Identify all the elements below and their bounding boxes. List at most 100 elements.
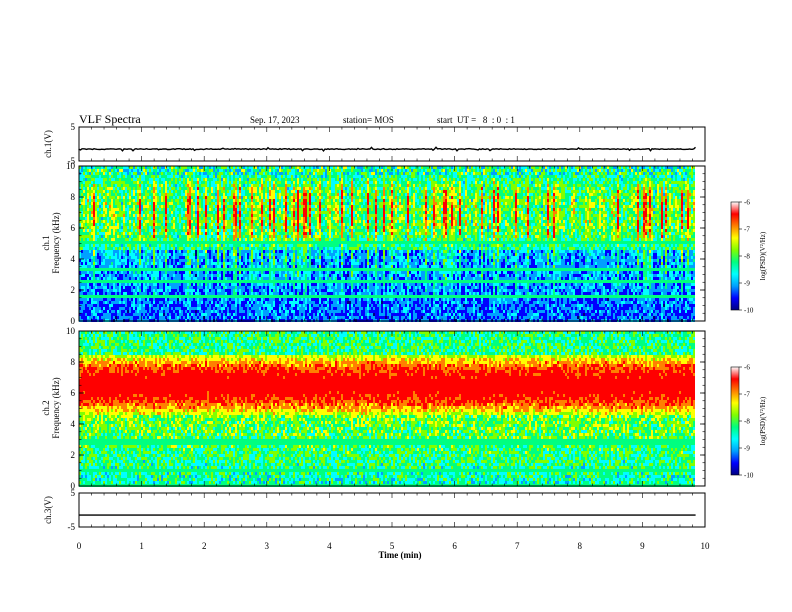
spectrogram-cell [207,259,209,262]
spectrogram-cell [85,253,87,256]
spectrogram-cell [99,193,101,196]
spectrogram-cell [251,217,253,220]
ch1-waveform-ylabel: ch.1(V) [43,130,53,158]
spectrogram-cell [225,238,227,241]
spectrogram-cell [173,178,175,181]
spectrogram-cell [133,313,135,316]
spectrogram-cell [177,250,179,253]
spectrogram-cell [119,229,121,232]
spectrogram-cell [109,220,111,223]
spectrogram-cell [161,208,163,211]
spectrogram-cell [261,214,263,217]
spectrogram-cell [123,283,125,286]
spectrogram-cell [213,175,215,178]
spectrogram-cell [105,196,107,199]
spectrogram-cell [131,253,133,256]
spectrogram-cell [179,229,181,232]
spectrogram-cell [163,256,165,259]
spectrogram-cell [223,283,225,286]
spectrogram-cell [163,193,165,196]
spectrogram-cell [211,169,213,172]
spectrogram-cell [159,178,161,181]
spectrogram-cell [179,232,181,235]
spectrogram-cell [209,178,211,181]
spectrogram-cell [99,280,101,283]
spectrogram-cell [221,199,223,202]
spectrogram-cell [169,184,171,187]
spectrogram-cell [137,223,139,226]
spectrogram-cell [239,283,241,286]
spectrogram-cell [85,184,87,187]
spectrogram-cell [125,205,127,208]
spectrogram-cell [155,241,157,244]
spectrogram-cell [253,190,255,193]
spectrogram-cell [205,298,207,301]
spectrogram-cell [205,178,207,181]
spectrogram-cell [203,190,205,193]
spectrogram-cell [127,202,129,205]
spectrogram-cell [89,199,91,202]
spectrogram-cell [187,295,189,298]
spectrogram-cell [203,256,205,259]
spectrogram-cell [127,175,129,178]
spectrogram-cell [153,241,155,244]
spectrogram-cell [129,232,131,235]
spectrogram-cell [235,187,237,190]
spectrogram-cell [125,223,127,226]
spectrogram-cell [159,202,161,205]
spectrogram-cell [111,217,113,220]
spectrogram-cell [227,304,229,307]
spectrogram-cell [165,259,167,262]
spectrogram-cell [185,193,187,196]
spectrogram-cell [253,214,255,217]
spectrogram-cell [89,262,91,265]
spectrogram-cell [173,229,175,232]
spectrogram-cell [199,277,201,280]
spectrogram-cell [135,286,137,289]
spectrogram-cell [119,301,121,304]
spectrogram-cell [165,286,167,289]
spectrogram-cell [169,262,171,265]
spectrogram-cell [103,217,105,220]
spectrogram-cell [221,313,223,316]
spectrogram-cell [95,211,97,214]
spectrogram-cell [241,280,243,283]
spectrogram-cell [169,256,171,259]
spectrogram-cell [207,301,209,304]
spectrogram-cell [175,286,177,289]
spectrogram-cell [95,214,97,217]
spectrogram-cell [211,199,213,202]
spectrogram-cell [119,310,121,313]
spectrogram-cell [191,217,193,220]
spectrogram-cell [171,193,173,196]
spectrogram-cell [97,169,99,172]
spectrogram-cell [219,241,221,244]
spectrogram-cell [185,202,187,205]
spectrogram-cell [177,184,179,187]
spectrogram-cell [261,184,263,187]
spectrogram-cell [91,238,93,241]
spectrogram-cell [203,172,205,175]
spectrogram-cell [145,211,147,214]
spectrogram-cell [145,307,147,310]
spectrogram-cell [203,199,205,202]
spectrogram-cell [189,307,191,310]
spectrogram-cell [239,253,241,256]
spectrogram-cell [159,220,161,223]
spectrogram-cell [167,295,169,298]
spectrogram-cell [135,256,137,259]
spectrogram-cell [155,235,157,238]
spectrogram-cell [125,169,127,172]
spectrogram-cell [195,262,197,265]
spectrogram-cell [129,172,131,175]
spectrogram-cell [89,271,91,274]
start-ut-label: start UT = 8 : 0 : 1 [437,115,515,125]
spectrogram-cell [125,301,127,304]
spectrogram-cell [255,316,257,319]
spectrogram-cell [103,301,105,304]
spectrogram-cell [147,247,149,250]
spectrogram-cell [229,262,231,265]
spectrogram-cell [131,235,133,238]
spectrogram-cell [147,241,149,244]
spectrogram-cell [83,250,85,253]
